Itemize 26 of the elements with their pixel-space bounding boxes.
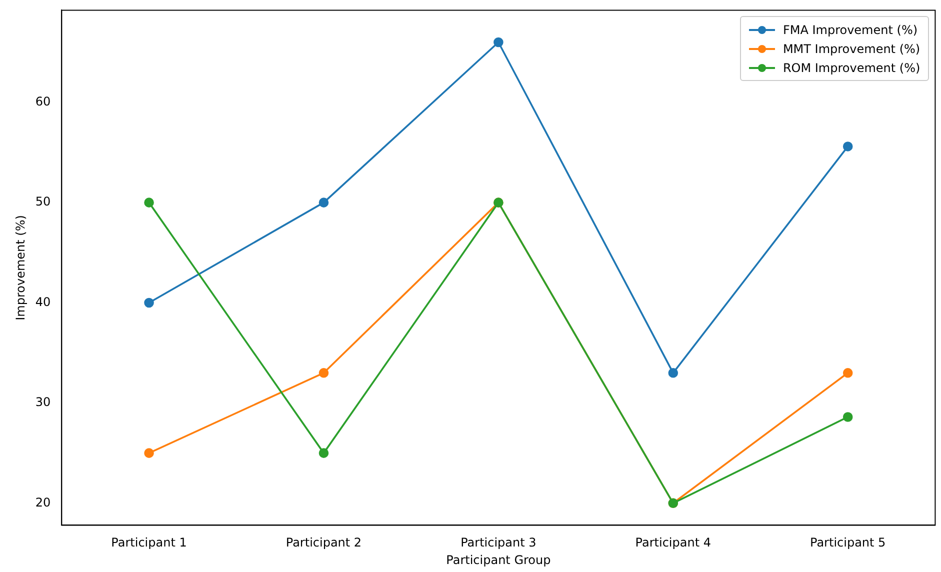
point <box>318 368 329 378</box>
x-tick-label: Participant 5 <box>810 536 886 550</box>
point <box>494 37 504 48</box>
y-tick-label: 30 <box>35 395 51 410</box>
y-tick-label: 40 <box>35 294 51 309</box>
point <box>144 298 154 308</box>
point <box>144 448 154 458</box>
point <box>668 368 678 378</box>
x-axis-title: Participant Group <box>446 552 551 567</box>
y-tick-label: 20 <box>35 495 51 510</box>
point <box>842 412 853 422</box>
point <box>842 142 853 152</box>
y-axis-title: Improvement (%) <box>13 215 28 320</box>
y-tick-label: 50 <box>35 194 51 209</box>
legend-label: FMA Improvement (%) <box>782 22 918 37</box>
x-tick-label: Participant 4 <box>635 536 711 550</box>
point <box>318 448 329 458</box>
point <box>842 368 853 378</box>
x-tick-label: Participant 2 <box>286 536 362 550</box>
y-tick-label: 60 <box>35 94 51 109</box>
legend-label: MMT Improvement (%) <box>782 42 920 56</box>
point <box>318 198 329 208</box>
legend-label: ROM Improvement (%) <box>782 60 920 75</box>
x-tick-label: Participant 3 <box>460 536 536 550</box>
point <box>144 198 154 208</box>
x-tick-label: Participant 1 <box>111 536 187 550</box>
